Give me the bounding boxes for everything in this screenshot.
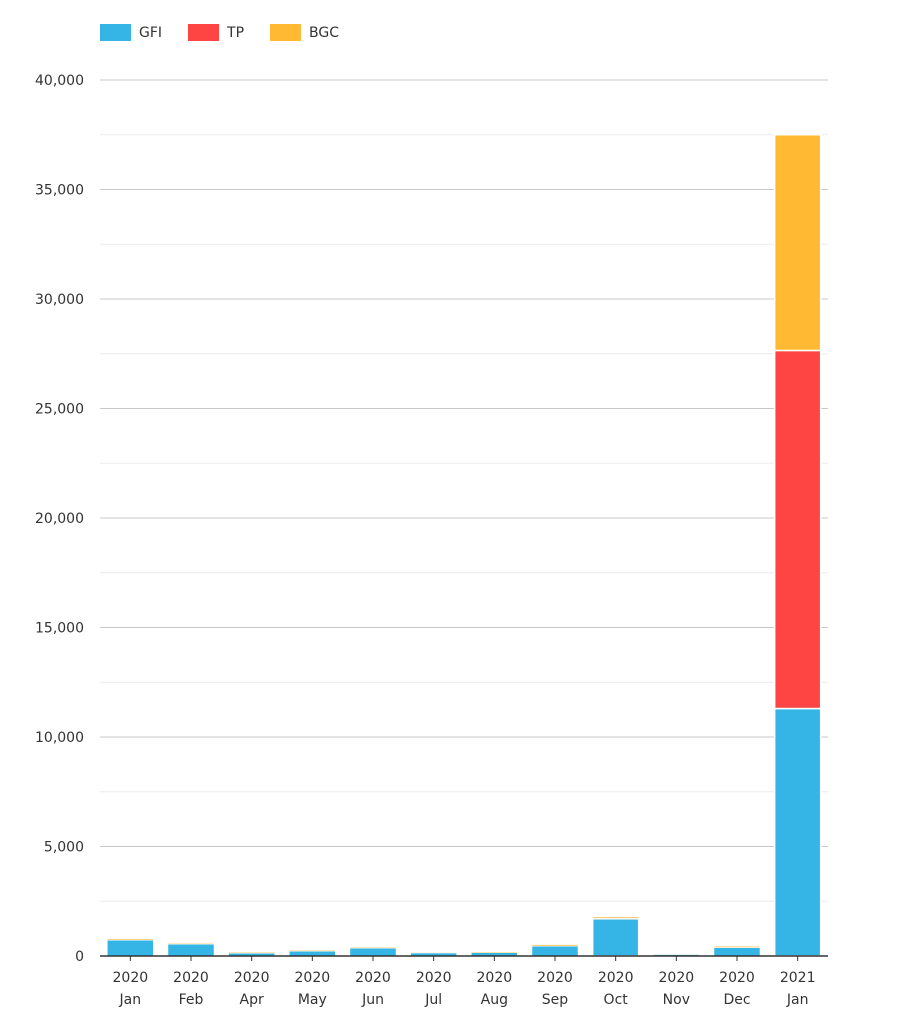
x-tick-label-year: 2020 [416,970,452,986]
y-tick-label: 40,000 [35,73,84,89]
bar-bgc-10 [713,946,761,948]
chart-legend: GFI TP BGC [100,24,339,41]
bar-bgc-2 [228,951,275,954]
y-tick-label: 20,000 [35,511,84,527]
x-tick-label-year: 2021 [780,970,816,986]
legend-item-tp[interactable]: TP [188,24,244,41]
y-tick-label: 0 [75,949,84,965]
x-tick-label-month: Apr [240,992,264,1008]
x-tick-label-year: 2020 [295,970,331,986]
bar-gfi-4 [349,947,397,957]
bar-bgc-5 [410,951,457,954]
bar-bgc-11 [773,134,822,352]
bar-gfi-11 [773,707,822,957]
x-tick-label-year: 2020 [234,970,270,986]
y-tick-label: 15,000 [35,621,84,637]
y-tick-label: 10,000 [35,730,84,746]
x-tick-label-month: Jul [424,992,442,1008]
bar-gfi-7 [531,945,579,957]
bar-bgc-4 [349,946,397,949]
bar-gfi-8 [591,918,640,957]
legend-label-gfi: GFI [139,24,163,41]
x-tick-label-year: 2020 [173,970,209,986]
x-tick-label-year: 2020 [537,970,573,986]
bar-bgc-0 [107,938,154,941]
y-tick-label: 5,000 [44,840,84,856]
bar-bgc-8 [592,916,639,919]
bar-bgc-6 [471,951,518,953]
legend-swatch-gfi [100,24,131,41]
bar-bgc-3 [289,949,336,952]
bar-bgc-7 [531,944,579,947]
bar-gfi-1 [167,943,215,957]
x-tick-label-month: Feb [179,992,204,1008]
y-tick-label: 35,000 [35,183,84,199]
x-tick-label-month: Sep [542,992,569,1008]
legend-swatch-bgc [270,24,302,41]
x-tick-label-year: 2020 [598,970,634,986]
legend-label-tp: TP [227,24,245,41]
bar-bgc-9 [653,953,700,955]
x-tick-label-year: 2020 [477,970,513,986]
y-tick-label: 25,000 [35,402,84,418]
bar-gfi-0 [107,939,154,957]
x-tick-label-month: Jan [786,992,809,1008]
x-tick-label-month: Dec [723,992,750,1008]
legend-label-bgc: BGC [309,24,340,41]
x-tick-label-month: May [298,992,327,1008]
legend-item-gfi[interactable]: GFI [100,24,162,41]
bar-tp-11 [773,349,822,710]
x-tick-label-month: Aug [481,992,508,1008]
legend-item-bgc[interactable]: BGC [270,24,339,41]
y-tick-label: 30,000 [35,292,84,308]
x-tick-label-month: Nov [663,992,690,1008]
x-tick-label-month: Jan [119,992,142,1008]
x-tick-label-year: 2020 [719,970,755,986]
x-tick-label-year: 2020 [659,970,695,986]
bar-gfi-10 [713,947,761,957]
x-tick-label-year: 2020 [113,970,149,986]
x-tick-label-month: Oct [604,992,629,1008]
x-tick-label-month: Jun [361,992,384,1008]
legend-swatch-tp [188,24,220,41]
bar-bgc-1 [167,942,215,945]
x-tick-label-year: 2020 [355,970,391,986]
